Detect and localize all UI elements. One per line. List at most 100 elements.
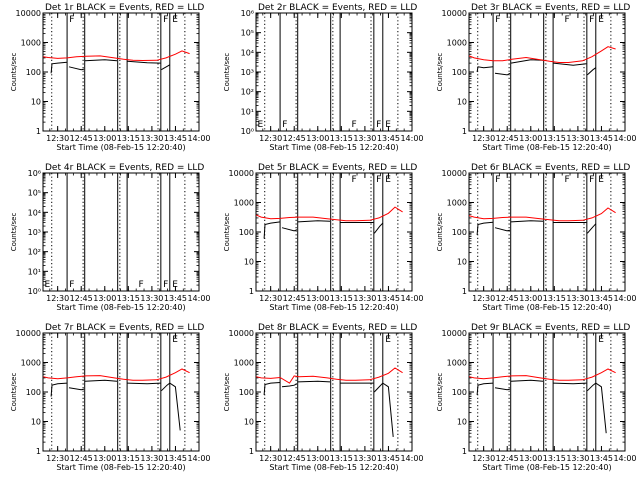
panel-title: Det 6r BLACK = Events, RED = LLD — [471, 163, 630, 173]
lld-series-line — [255, 206, 403, 222]
x-tick-label: 13:00 — [93, 134, 116, 143]
panel-title: Det 4r BLACK = Events, RED = LLD — [45, 163, 204, 173]
x-tick-label: 13:15 — [543, 454, 566, 463]
flag-label: F — [564, 175, 569, 185]
y-tick-label: 10³ — [28, 228, 41, 237]
panel-title: Det 7r BLACK = Events, RED = LLD — [45, 323, 204, 333]
events-series-line — [494, 387, 511, 391]
y-tick-label: 1 — [36, 447, 41, 456]
detector-panel-6: Det 6r BLACK = Events, RED = LLD 1 10 100 10… — [436, 163, 637, 312]
panel-title: Det 2r BLACK = Events, RED = LLD — [258, 3, 417, 13]
y-tick-label: 1000 — [21, 39, 41, 48]
y-tick-label: 10 — [457, 418, 467, 427]
flag-label: E — [385, 120, 391, 130]
x-tick-label: 12:45 — [496, 454, 519, 463]
flag-label: F — [69, 280, 74, 290]
x-tick-label: 12:45 — [70, 454, 93, 463]
events-series-line — [297, 380, 331, 383]
x-axis-label: Start Time (08-Feb-15 12:20:40) — [482, 143, 611, 152]
y-axis-label: Counts/sec — [436, 53, 444, 92]
y-axis-label: Counts/sec — [223, 53, 231, 92]
x-axis-label: Start Time (08-Feb-15 12:20:40) — [482, 463, 611, 472]
flag-label: F — [376, 175, 381, 185]
y-tick-label: 1000 — [447, 359, 467, 368]
x-tick-label: 13:30 — [566, 294, 589, 303]
flag-label: E — [172, 15, 178, 25]
x-axis-label: Start Time (08-Feb-15 12:20:40) — [56, 303, 185, 312]
y-tick-label: 100 — [452, 68, 467, 77]
x-axis-label: Start Time (08-Feb-15 12:20:40) — [269, 303, 398, 312]
y-tick-label: 10¹ — [241, 107, 254, 116]
y-tick-label: 100 — [26, 68, 41, 77]
lld-series-line — [42, 368, 190, 381]
y-tick-label: 10000 — [16, 329, 41, 338]
y-tick-label: 10 — [244, 258, 254, 267]
flag-label: F — [351, 120, 356, 130]
x-tick-label: 14:00 — [400, 134, 423, 143]
y-tick-label: 10 — [457, 258, 467, 267]
x-tick-label: 12:30 — [46, 134, 69, 143]
x-axis-label: Start Time (08-Feb-15 12:20:40) — [269, 463, 398, 472]
y-axis-label: Counts/sec — [10, 53, 18, 92]
y-tick-label: 10² — [28, 248, 41, 257]
y-tick-label: 1000 — [234, 199, 254, 208]
y-tick-label: 1 — [462, 287, 467, 296]
x-tick-label: 13:30 — [566, 134, 589, 143]
events-series-line — [476, 66, 494, 73]
x-tick-label: 13:45 — [164, 454, 187, 463]
x-tick-label: 12:30 — [46, 454, 69, 463]
x-tick-label: 13:15 — [543, 294, 566, 303]
x-tick-label: 12:30 — [259, 134, 282, 143]
detector-panel-7: Det 7r BLACK = Events, RED = LLD 1 10 100 10… — [10, 323, 211, 472]
x-tick-label: 13:00 — [519, 134, 542, 143]
events-series-line — [586, 223, 597, 234]
events-series-line — [127, 382, 161, 385]
flag-label: F — [376, 120, 381, 130]
flag-label: F — [282, 120, 287, 130]
y-tick-label: 10⁴ — [28, 208, 41, 217]
x-tick-label: 14:00 — [187, 454, 210, 463]
events-series-line — [373, 382, 394, 437]
y-tick-label: 10 — [244, 418, 254, 427]
events-series-line — [586, 382, 607, 434]
y-axis-label: Counts/sec — [436, 213, 444, 252]
x-tick-label: 13:15 — [330, 134, 353, 143]
x-tick-label: 13:15 — [330, 454, 353, 463]
x-tick-label: 14:00 — [187, 134, 210, 143]
y-tick-label: 1 — [249, 287, 254, 296]
panel-title: Det 8r BLACK = Events, RED = LLD — [258, 323, 417, 333]
flag-label: E — [385, 335, 391, 345]
x-tick-label: 14:00 — [400, 454, 423, 463]
events-series-line — [586, 67, 597, 76]
x-tick-label: 13:45 — [590, 134, 613, 143]
x-tick-label: 12:45 — [496, 134, 519, 143]
x-tick-label: 13:00 — [306, 134, 329, 143]
flag-label: F — [495, 175, 500, 185]
x-tick-label: 13:30 — [140, 134, 163, 143]
plot-frame — [255, 12, 413, 132]
events-series-line — [553, 62, 587, 66]
events-series-line — [510, 379, 544, 382]
y-tick-label: 10 — [31, 98, 41, 107]
y-tick-label: 10000 — [229, 329, 254, 338]
y-tick-label: 100 — [452, 388, 467, 397]
y-tick-label: 10⁶ — [28, 169, 41, 178]
flag-label: E — [598, 335, 604, 345]
y-tick-label: 10000 — [16, 9, 41, 18]
plot-frame — [468, 12, 626, 132]
plot-frame — [468, 172, 626, 292]
x-tick-label: 12:30 — [46, 294, 69, 303]
events-series-line — [161, 64, 171, 71]
events-series-line — [160, 382, 181, 431]
y-tick-label: 100 — [239, 388, 254, 397]
flag-label: F — [138, 280, 143, 290]
x-tick-label: 12:45 — [283, 294, 306, 303]
y-tick-label: 10³ — [241, 68, 254, 77]
lld-series-line — [468, 46, 616, 63]
x-axis-label: Start Time (08-Feb-15 12:20:40) — [269, 143, 398, 152]
events-series-line — [68, 387, 85, 391]
x-tick-label: 12:45 — [496, 294, 519, 303]
events-series-line — [494, 72, 511, 76]
y-tick-label: 10 — [457, 98, 467, 107]
events-series-line — [84, 379, 118, 382]
